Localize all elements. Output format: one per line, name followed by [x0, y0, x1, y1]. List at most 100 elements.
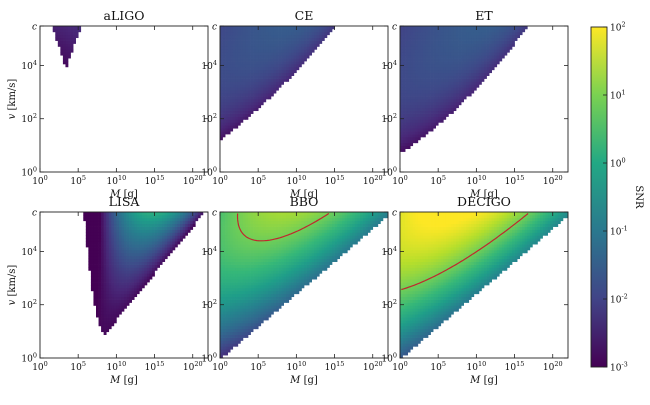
heatmap-cell — [227, 273, 231, 277]
heatmap-cell — [237, 334, 241, 338]
heatmap-cell — [124, 282, 127, 286]
heatmap-cell — [245, 43, 249, 47]
heatmap-cell — [422, 37, 426, 41]
heatmap-cell — [230, 314, 234, 318]
heatmap-cell — [496, 46, 500, 50]
heatmap-cell — [433, 84, 436, 88]
heatmap-cell — [230, 244, 234, 248]
heatmap-cell — [301, 49, 305, 53]
heatmap-cell — [512, 31, 515, 36]
heatmap-cell — [445, 87, 449, 91]
heatmap-cell — [402, 75, 406, 79]
heatmap-cell — [420, 46, 424, 50]
heatmap-cell — [402, 119, 406, 123]
heatmap-cell — [225, 276, 228, 280]
heatmap-cell — [258, 223, 262, 227]
heatmap-cell — [101, 214, 104, 219]
heatmap-cell — [220, 308, 223, 312]
heatmap-cell — [263, 63, 267, 68]
heatmap-cell — [177, 226, 181, 230]
heatmap-cell — [245, 96, 249, 100]
heatmap-cell — [124, 238, 127, 242]
heatmap-cell — [144, 229, 148, 233]
heatmap-cell — [461, 72, 464, 76]
heatmap-cell — [62, 37, 66, 41]
heatmap-cell — [134, 229, 138, 233]
heatmap-cell — [222, 226, 226, 230]
heatmap-cell — [286, 217, 290, 222]
heatmap-cell — [332, 26, 335, 30]
heatmap-cell — [250, 87, 254, 91]
heatmap-cell — [250, 90, 254, 94]
heatmap-cell — [192, 217, 196, 222]
heatmap-cell — [304, 241, 307, 245]
heatmap-cell — [222, 244, 226, 248]
heatmap-cell — [129, 282, 132, 286]
heatmap-cell — [412, 61, 416, 65]
heatmap-cell — [232, 244, 236, 248]
heatmap-cell — [192, 212, 196, 216]
heatmap-cell — [448, 93, 452, 97]
heatmap-cell — [296, 282, 300, 286]
heatmap-cell — [101, 325, 104, 330]
heatmap-cell — [222, 279, 226, 283]
heatmap-cell — [149, 214, 153, 219]
heatmap-cell — [242, 61, 246, 65]
heatmap-cell — [263, 90, 267, 94]
heatmap-cell — [146, 247, 150, 251]
heatmap-cell — [265, 63, 269, 68]
heatmap-cell — [90, 287, 94, 292]
heatmap-cell — [169, 214, 173, 219]
heatmap-cell — [242, 302, 246, 306]
heatmap-cell — [314, 264, 318, 268]
heatmap-cell — [157, 241, 160, 245]
heatmap-cell — [450, 58, 454, 62]
heatmap-cell — [240, 90, 244, 94]
heatmap-cell — [484, 37, 487, 41]
heatmap-cell — [504, 26, 508, 30]
heatmap-cell — [291, 267, 295, 271]
heatmap-cell — [306, 279, 310, 283]
heatmap-cell — [93, 261, 97, 265]
heatmap-cell — [352, 238, 356, 242]
heatmap-cell — [255, 267, 259, 271]
heatmap-cell — [466, 58, 470, 62]
heatmap-cell — [240, 290, 244, 295]
heatmap-cell — [96, 241, 99, 245]
heatmap-cell — [273, 72, 277, 76]
heatmap-cell — [417, 134, 421, 138]
heatmap-cell — [332, 252, 335, 257]
heatmap-cell — [273, 34, 277, 39]
heatmap-cell — [149, 270, 153, 274]
heatmap-cell — [486, 55, 490, 59]
heatmap-cell — [283, 28, 287, 33]
heatmap-cell — [314, 43, 318, 47]
heatmap-cell — [220, 128, 223, 132]
heatmap-cell — [435, 69, 439, 74]
heatmap-cell — [412, 43, 416, 47]
heatmap-cell — [304, 31, 307, 36]
heatmap-cell — [268, 235, 272, 239]
heatmap-cell — [232, 267, 236, 271]
heatmap-cell — [293, 238, 297, 242]
heatmap-cell — [296, 261, 300, 265]
heatmap-cell — [235, 75, 239, 79]
heatmap-cell — [258, 302, 262, 306]
heatmap-cell — [304, 276, 307, 280]
heatmap-cell — [514, 34, 518, 39]
heatmap-cell — [329, 235, 333, 239]
heatmap-cell — [250, 325, 254, 330]
heatmap-cell — [402, 58, 406, 62]
heatmap-cell — [478, 81, 482, 85]
heatmap-cell — [316, 252, 320, 257]
heatmap-cell — [402, 139, 406, 144]
heatmap-cell — [227, 49, 231, 53]
heatmap-cell — [85, 223, 89, 227]
heatmap-cell — [400, 116, 403, 120]
heatmap-cell — [321, 220, 325, 225]
heatmap-cell — [260, 267, 264, 271]
heatmap-cell — [75, 28, 79, 33]
heatmap-cell — [235, 325, 239, 330]
heatmap-cell — [96, 311, 99, 315]
